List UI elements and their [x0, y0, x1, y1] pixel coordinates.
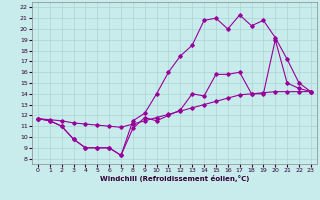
X-axis label: Windchill (Refroidissement éolien,°C): Windchill (Refroidissement éolien,°C) — [100, 175, 249, 182]
